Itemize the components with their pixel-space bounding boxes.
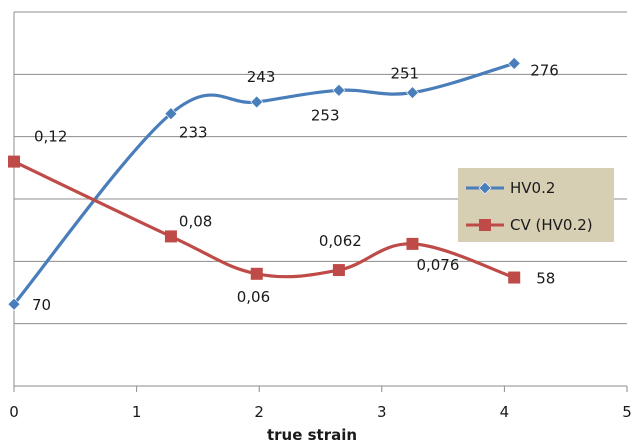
legend-label: HV0.2 — [510, 179, 555, 197]
data-label: 0,12 — [34, 128, 67, 146]
data-label: 0,062 — [319, 232, 362, 250]
data-labels: 70 233 243 253 251 276 0,12 0,08 0,06 0,062 0,076 5… — [32, 61, 559, 314]
data-label: 276 — [530, 61, 559, 79]
data-label: 0,076 — [416, 256, 459, 274]
legend-label: CV (HV0.2) — [510, 216, 593, 234]
legend-marker — [479, 219, 491, 231]
data-point — [250, 95, 264, 109]
legend: HV0.2 CV (HV0.2) — [458, 168, 614, 242]
data-point — [332, 264, 345, 277]
data-label: 70 — [32, 296, 51, 314]
x-tick-label: 4 — [500, 403, 510, 421]
data-label: 58 — [536, 270, 555, 288]
x-tick-label: 2 — [254, 403, 264, 421]
data-point — [250, 267, 263, 280]
series-1 — [7, 57, 521, 311]
data-point — [8, 155, 20, 168]
data-point — [507, 57, 521, 70]
series-layer — [7, 57, 521, 311]
data-point — [508, 271, 521, 284]
series-line — [12, 61, 516, 306]
data-label: 0,08 — [179, 212, 212, 230]
x-axis-title: true strain — [267, 426, 357, 444]
x-tick-label: 1 — [132, 403, 142, 421]
data-label: 243 — [247, 68, 276, 86]
data-point — [406, 237, 419, 250]
data-label: 253 — [311, 106, 340, 124]
data-point — [164, 107, 178, 121]
data-point — [7, 297, 21, 311]
x-tick-label: 3 — [377, 403, 387, 421]
data-label: 251 — [390, 65, 419, 83]
legend-marker — [478, 181, 492, 195]
data-label: 233 — [179, 124, 208, 142]
data-point — [406, 86, 419, 100]
axes — [13, 12, 628, 392]
series-2 — [8, 155, 521, 284]
data-point — [164, 230, 177, 243]
data-label: 0,06 — [237, 288, 270, 306]
series-line — [12, 160, 516, 280]
x-tick-label: 5 — [622, 403, 632, 421]
data-point — [332, 83, 346, 97]
x-tick-label: 0 — [9, 403, 19, 421]
x-tick-labels: 0 1 2 3 4 5 — [9, 403, 632, 421]
